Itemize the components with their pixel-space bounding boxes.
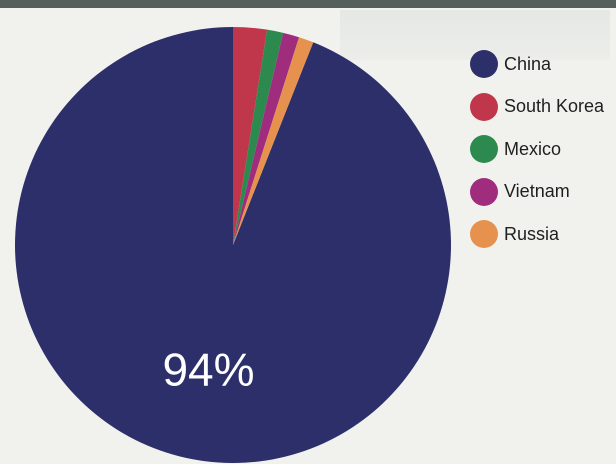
top-band bbox=[0, 0, 616, 8]
legend-label: China bbox=[504, 53, 552, 74]
legend-item-vietnam: Vietnam bbox=[470, 177, 604, 206]
slice-south-korea bbox=[233, 27, 268, 245]
legend-label: Vietnam bbox=[504, 181, 570, 201]
slice-russia bbox=[233, 37, 314, 245]
legend-label: Mexico bbox=[504, 138, 562, 159]
legend-item-russia: Russia bbox=[470, 220, 604, 248]
legend-item-mexico: Mexico bbox=[470, 135, 604, 163]
slice-vietnam bbox=[233, 32, 300, 245]
legend-swatch bbox=[470, 220, 498, 248]
legend-item-south-korea: South Korea bbox=[470, 92, 605, 121]
legend-swatch bbox=[470, 135, 498, 163]
slice-mexico bbox=[233, 29, 284, 245]
legend-label: Russia bbox=[504, 223, 560, 244]
slice-china bbox=[14, 27, 451, 464]
legend-label: South Korea bbox=[504, 96, 605, 116]
legend: China South Korea Mexico Vietnam Russia bbox=[470, 50, 604, 263]
legend-swatch bbox=[470, 177, 498, 206]
legend-item-china: China bbox=[470, 50, 604, 78]
legend-swatch bbox=[470, 92, 498, 121]
data-labels: 94% bbox=[162, 344, 254, 396]
pie-slices bbox=[14, 27, 451, 464]
legend-swatch bbox=[470, 50, 498, 78]
data-label-china: 94% bbox=[162, 344, 254, 396]
